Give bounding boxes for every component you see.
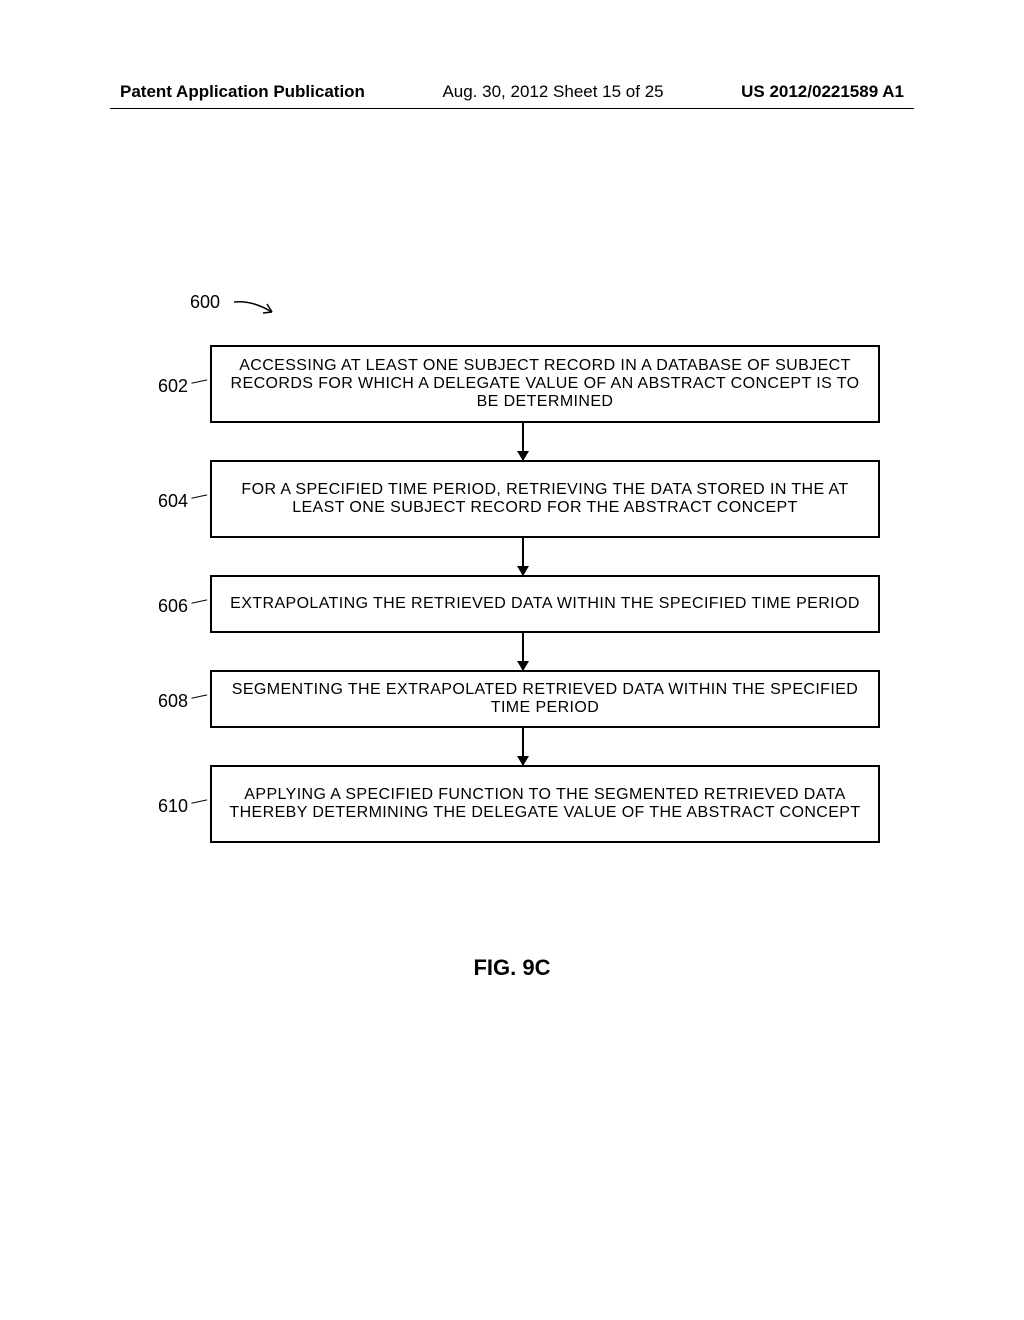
flow-reference-number: 600 xyxy=(190,292,220,313)
flow-arrow-icon xyxy=(522,728,524,765)
flow-step-ref-610: 610 xyxy=(158,796,188,817)
ref-tick-icon xyxy=(191,599,208,610)
flow-step-602: ACCESSING AT LEAST ONE SUBJECT RECORD IN… xyxy=(210,345,880,423)
header-left: Patent Application Publication xyxy=(120,82,365,102)
flow-step-606: EXTRAPOLATING THE RETRIEVED DATA WITHIN … xyxy=(210,575,880,633)
header-right: US 2012/0221589 A1 xyxy=(741,82,904,102)
flow-step-610: APPLYING A SPECIFIED FUNCTION TO THE SEG… xyxy=(210,765,880,843)
flow-arrow-icon xyxy=(522,423,524,460)
ref-tick-icon xyxy=(191,379,208,390)
flow-step-ref-604: 604 xyxy=(158,491,188,512)
ref-tick-icon xyxy=(191,694,208,705)
flow-arrow-icon xyxy=(522,633,524,670)
flow-arrow-icon xyxy=(522,538,524,575)
page: Patent Application Publication Aug. 30, … xyxy=(0,0,1024,1320)
ref-tick-icon xyxy=(191,494,208,505)
flow-step-ref-606: 606 xyxy=(158,596,188,617)
leader-arrow-icon xyxy=(232,298,282,318)
page-header: Patent Application Publication Aug. 30, … xyxy=(120,82,904,102)
header-rule xyxy=(110,108,914,109)
flow-step-ref-602: 602 xyxy=(158,376,188,397)
flow-step-ref-608: 608 xyxy=(158,691,188,712)
header-center: Aug. 30, 2012 Sheet 15 of 25 xyxy=(442,82,663,102)
flow-step-604: FOR A SPECIFIED TIME PERIOD, RETRIEVING … xyxy=(210,460,880,538)
flow-step-608: SEGMENTING THE EXTRAPOLATED RETRIEVED DA… xyxy=(210,670,880,728)
figure-label: FIG. 9C xyxy=(0,955,1024,981)
ref-tick-icon xyxy=(191,799,208,810)
